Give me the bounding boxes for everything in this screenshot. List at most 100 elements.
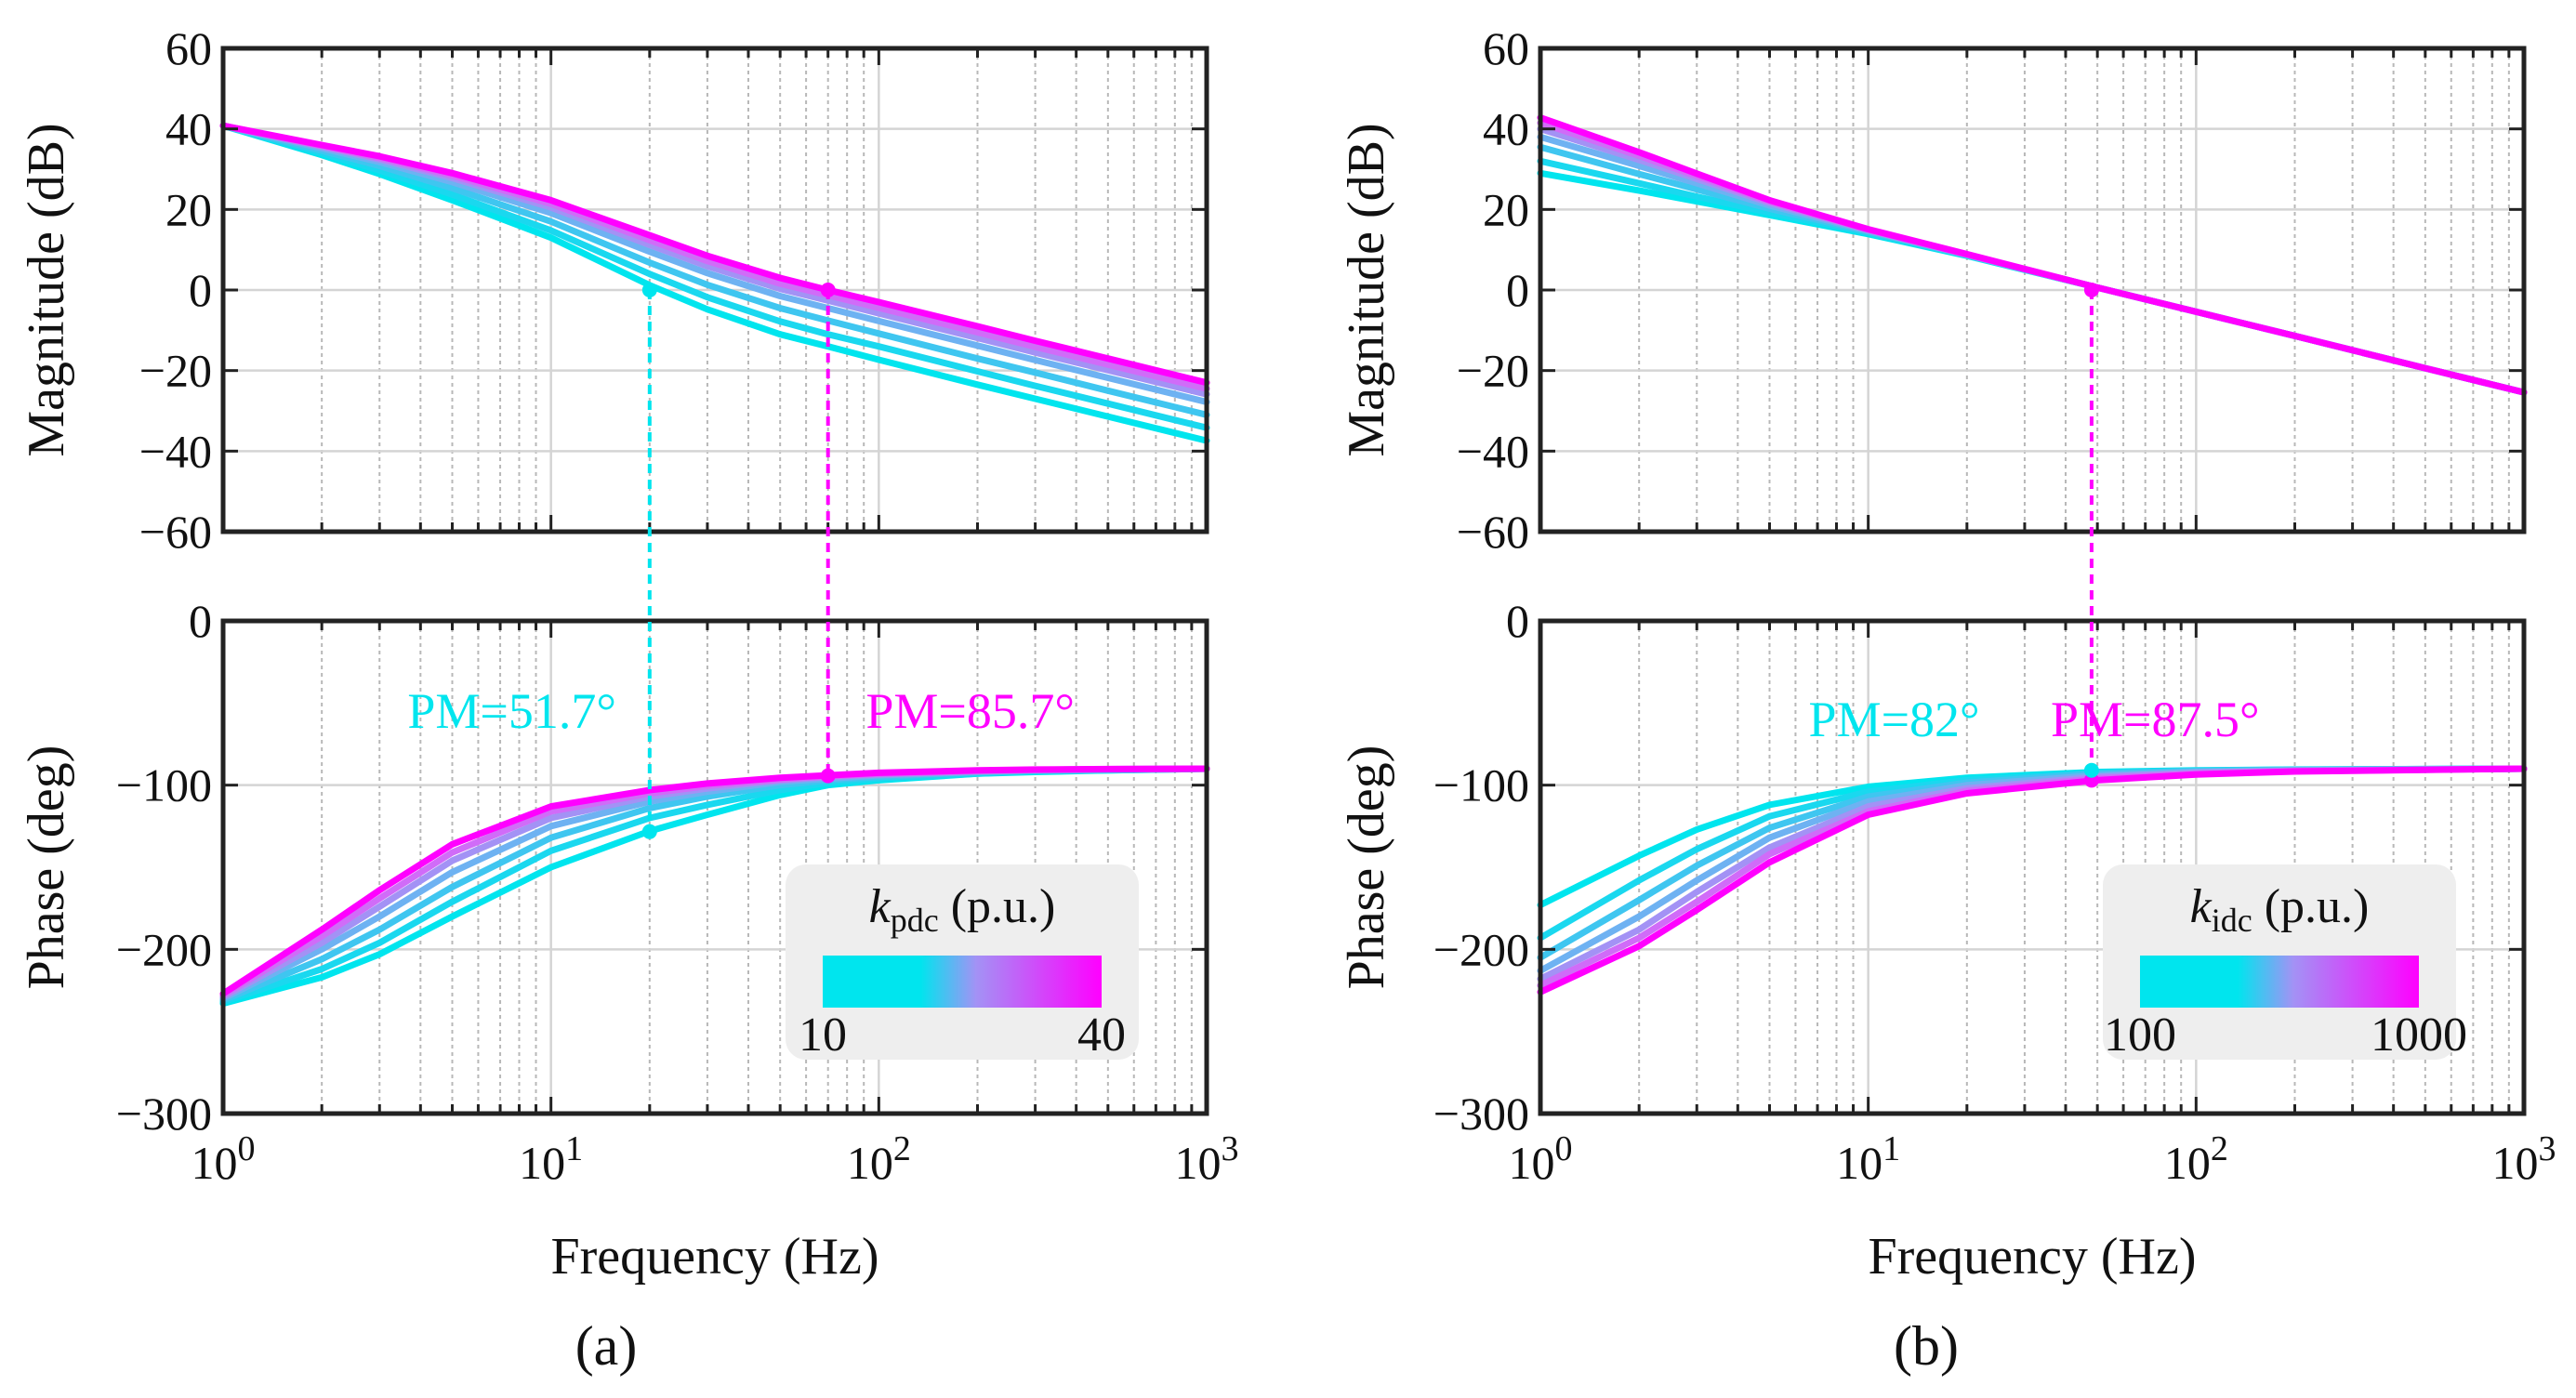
crossover-magnitude-marker <box>820 283 836 297</box>
legend-title: kidc (p.u.) <box>2190 880 2370 939</box>
y-tick-label: −20 <box>139 345 212 397</box>
crossover-0: PM=87.5° <box>2051 283 2260 788</box>
colorbar <box>2140 956 2419 1008</box>
colorbar <box>823 956 1102 1008</box>
series-line-kpdc-40 <box>219 765 1210 997</box>
legend-title-symbol: k <box>869 880 892 933</box>
phase-margin-label: PM=87.5° <box>2051 692 2260 747</box>
x-tick-exponent: 3 <box>2539 1129 2556 1168</box>
colorbar-legend: kidc (p.u.) 100 1000 <box>2103 864 2467 1062</box>
y-tick-label: −100 <box>116 759 212 811</box>
panel-label: (b) <box>1894 1315 1959 1377</box>
y-tick-label: −200 <box>1433 923 1529 975</box>
phase-axis-label: Phase (deg) <box>18 745 75 990</box>
colorbar-max-label: 1000 <box>2371 1009 2467 1062</box>
y-tick-label: 0 <box>189 595 212 647</box>
phase-margin-label: PM=85.7° <box>865 683 1075 739</box>
colorbar-legend: kpdc (p.u.) 10 40 <box>786 864 1139 1062</box>
crossover-magnitude-marker <box>641 283 657 297</box>
legend-title-units: (p.u.) <box>2252 880 2370 933</box>
x-tick-label: 102 <box>847 1129 911 1189</box>
x-tick-base: 10 <box>519 1137 565 1189</box>
x-tick-base: 10 <box>1509 1137 1555 1189</box>
x-tick-label: 100 <box>1509 1129 1573 1189</box>
crossover-1: PM=82° <box>1809 692 2099 778</box>
x-tick-exponent: 1 <box>565 1129 583 1168</box>
series-line-kidc-800 <box>1537 119 2528 396</box>
x-axis-label: Frequency (Hz) <box>1869 1228 2197 1286</box>
legend-title-symbol: k <box>2190 880 2213 933</box>
colorbar-min-label: 10 <box>799 1009 847 1062</box>
y-tick-label: −20 <box>1457 345 1529 397</box>
series-line-kpdc-12 <box>219 122 1210 431</box>
y-tick-label: 0 <box>189 264 212 316</box>
y-tick-label: −300 <box>116 1088 212 1140</box>
series-line-kidc-1000 <box>1537 114 2528 396</box>
y-tick-label: −60 <box>1457 506 1529 558</box>
phase-margin-label: PM=82° <box>1809 692 1980 747</box>
series-line-kpdc-10 <box>219 122 1210 444</box>
x-tick-base: 10 <box>2164 1137 2211 1189</box>
crossover-phase-marker <box>820 768 836 784</box>
y-tick-label: 60 <box>165 22 212 74</box>
y-tick-label: −60 <box>139 506 212 558</box>
y-tick-label: 40 <box>165 103 212 155</box>
y-tick-label: −100 <box>1433 759 1529 811</box>
legend-title: kpdc (p.u.) <box>869 880 1056 939</box>
magnitude-axis-label: Magnitude (dB) <box>18 123 75 456</box>
series-line-kidc-100 <box>1537 169 2528 396</box>
y-tick-label: 20 <box>1483 183 1529 235</box>
y-tick-label: −40 <box>139 425 212 477</box>
crossover-0: PM=51.7° <box>407 283 657 839</box>
colorbar-max-label: 40 <box>1077 1009 1126 1062</box>
x-tick-base: 10 <box>192 1137 238 1189</box>
y-tick-label: 40 <box>1483 103 1529 155</box>
y-tick-label: 20 <box>165 183 212 235</box>
axes-frame <box>220 618 1209 1116</box>
x-tick-base: 10 <box>1175 1137 1222 1189</box>
x-tick-exponent: 1 <box>1882 1129 1900 1168</box>
x-tick-base: 10 <box>847 1137 893 1189</box>
phase-axis-label: Phase (deg) <box>1338 745 1395 990</box>
x-tick-exponent: 2 <box>2211 1129 2228 1168</box>
colorbar-min-label: 100 <box>2104 1009 2176 1062</box>
crossover-1: PM=85.7° <box>820 283 1075 784</box>
magnitude-plot: 60 40 20 0 −20 −40 −60 Magnitude (dB) <box>18 22 1210 558</box>
series-line-kidc-1000 <box>1537 765 2528 996</box>
x-tick-base: 10 <box>2492 1137 2539 1189</box>
y-tick-label: 60 <box>1483 22 1529 74</box>
phase-margin-label: PM=51.7° <box>407 683 616 739</box>
x-tick-exponent: 0 <box>238 1129 256 1168</box>
y-tick-label: −300 <box>1433 1088 1529 1140</box>
y-tick-label: −200 <box>116 923 212 975</box>
x-tick-exponent: 2 <box>893 1129 911 1168</box>
x-axis-label: Frequency (Hz) <box>551 1228 879 1286</box>
crossover-magnitude-marker <box>2083 283 2099 297</box>
x-tick-label: 101 <box>519 1129 583 1189</box>
x-tick-base: 10 <box>1836 1137 1882 1189</box>
x-tick-label: 102 <box>2164 1129 2228 1189</box>
series-line-kpdc-15 <box>219 122 1210 418</box>
y-tick-label: 0 <box>1506 595 1529 647</box>
magnitude-plot: 60 40 20 0 −20 −40 −60 Magnitude (dB) <box>1338 22 2528 558</box>
axes-frame <box>1538 618 2527 1116</box>
legend-title-subscript: idc <box>2212 902 2252 939</box>
legend-title-units: (p.u.) <box>939 880 1056 933</box>
x-tick-label: 103 <box>1175 1129 1239 1189</box>
y-tick-label: 0 <box>1506 264 1529 316</box>
x-tick-label: 100 <box>192 1129 256 1189</box>
x-tick-exponent: 3 <box>1222 1129 1239 1168</box>
magnitude-axis-label: Magnitude (dB) <box>1338 123 1395 456</box>
x-tick-label: 103 <box>2492 1129 2556 1189</box>
crossover-phase-marker <box>2083 762 2099 778</box>
legend-title-subscript: pdc <box>891 902 939 939</box>
x-tick-exponent: 0 <box>1555 1129 1573 1168</box>
x-tick-label: 101 <box>1836 1129 1900 1189</box>
y-tick-label: −40 <box>1457 425 1529 477</box>
panel-label: (a) <box>575 1315 638 1377</box>
phase-plot: 0 −100 −200 −300 Phase (deg) <box>1338 595 2528 1140</box>
crossover-phase-marker <box>641 824 657 839</box>
